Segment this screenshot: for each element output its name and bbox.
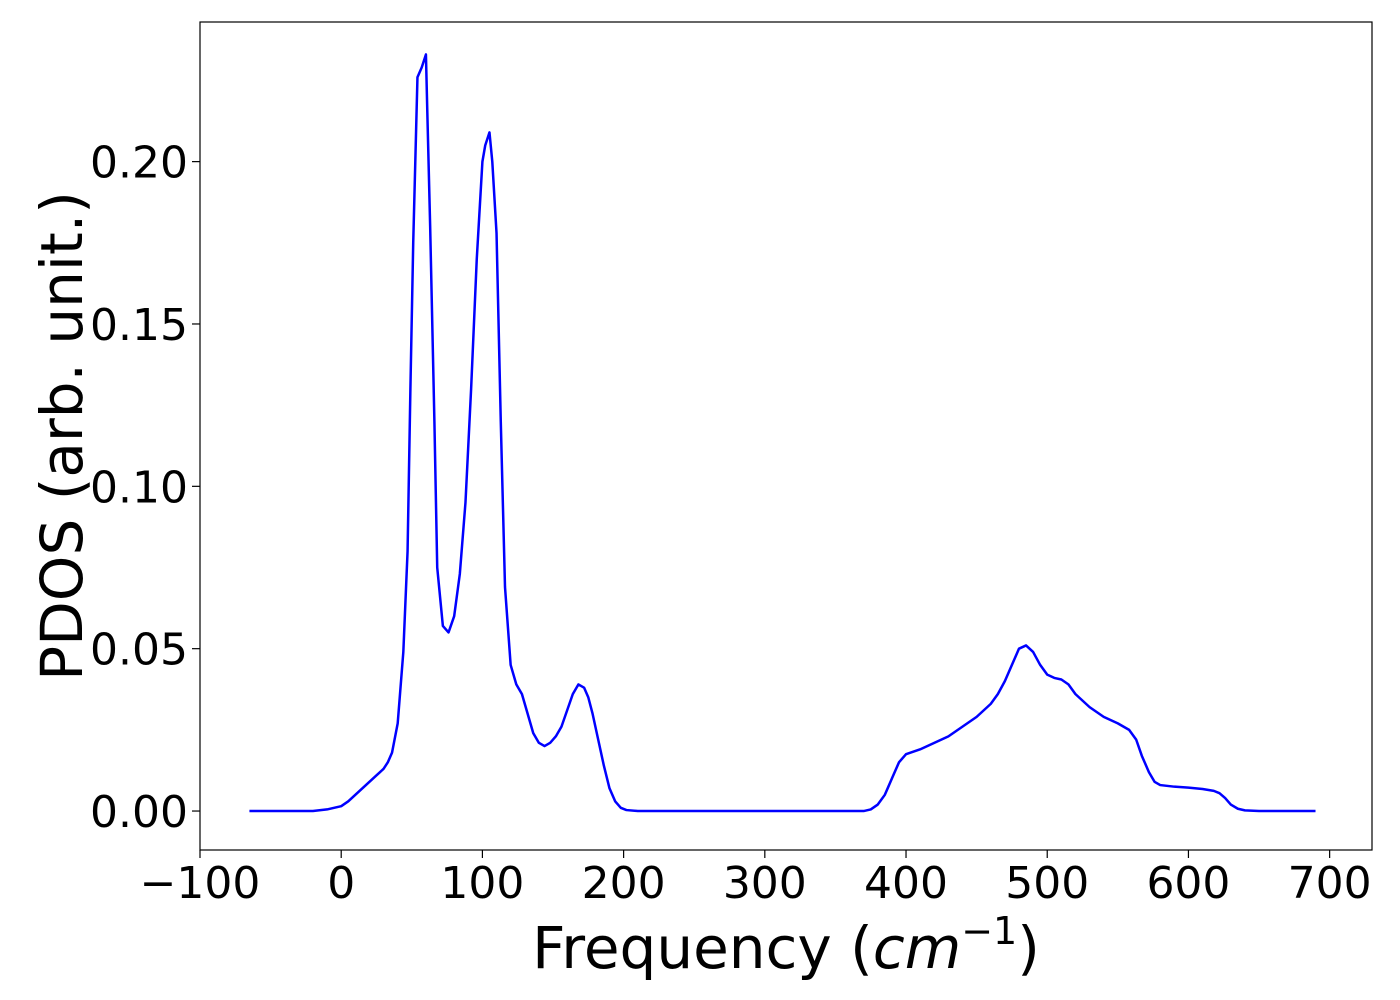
x-axis-label-close: ) <box>1017 914 1040 982</box>
x-axis-ticks: −100 0 100 200 300 400 500 600 700 <box>140 850 1372 909</box>
y-axis-label: PDOS (arb. unit.) <box>28 191 96 681</box>
y-tick-label: 0.20 <box>90 138 188 189</box>
y-tick-label: 0.05 <box>90 625 188 676</box>
x-tick-label: 600 <box>1146 858 1230 909</box>
x-tick-label: 400 <box>864 858 948 909</box>
x-axis-label-unit: cm <box>873 914 961 982</box>
x-tick-label: 100 <box>440 858 524 909</box>
x-tick-label: 200 <box>582 858 666 909</box>
axes-frame <box>199 21 1373 851</box>
y-tick-label: 0.00 <box>90 787 188 838</box>
x-tick-label: 700 <box>1288 858 1372 909</box>
x-axis-label: Frequency (cm−1) <box>532 909 1040 982</box>
pdos-series-line <box>249 53 1316 813</box>
x-tick-label: 300 <box>723 858 807 909</box>
y-tick-label: 0.10 <box>90 462 188 513</box>
y-axis-ticks: 0.00 0.05 0.10 0.15 0.20 <box>90 138 200 838</box>
x-axis-label-exponent: −1 <box>961 909 1017 953</box>
x-axis-label-text: Frequency ( <box>532 914 873 982</box>
x-tick-label: −100 <box>140 858 261 909</box>
x-tick-label: 500 <box>1005 858 1089 909</box>
y-tick-label: 0.15 <box>90 300 188 351</box>
plot-area <box>249 53 1316 813</box>
x-tick-label: 0 <box>327 858 355 909</box>
